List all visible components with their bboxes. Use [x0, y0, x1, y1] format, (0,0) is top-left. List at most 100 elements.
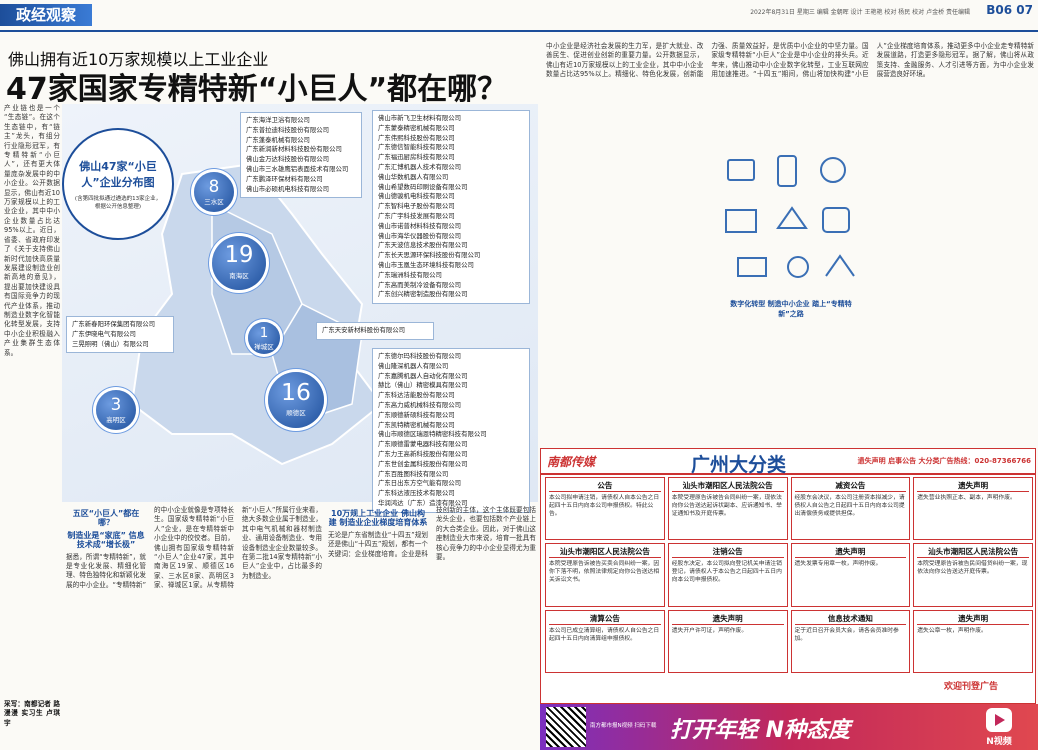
- notice-title: 信息技术通知: [794, 613, 907, 625]
- ad-brand: 南都传媒: [547, 455, 596, 469]
- company-name: 广东广宇科技发展有限公司: [378, 211, 455, 220]
- company-name: 佛山市新飞卫生材料有限公司: [378, 114, 462, 122]
- company-name: 广东德信智能科技有限公司: [378, 143, 455, 152]
- company-name: 佛山市海华仪器股份有限公司: [378, 231, 462, 240]
- notice-title: 遗失声明: [794, 546, 907, 559]
- map-title: 佛山47家“小巨人”企业分布图: [79, 160, 157, 189]
- map-note: (含第四批拟通过遴选的13家企业，根据公开信息整理): [74, 196, 162, 210]
- company-name: 广东德尔玛科技股份有限公司: [378, 352, 462, 360]
- subhead: 制造业是“家底” 信息技术成“增长极”: [67, 530, 145, 550]
- district-badge: 8 三水区: [194, 172, 234, 212]
- company-name: 佛山市顺德区瑞恩特精密科技有限公司: [378, 430, 487, 439]
- district-name: 三水区: [204, 198, 224, 207]
- company-name: 佛山市玉凰生态环境科技有限公司: [378, 260, 474, 269]
- notice: 注销公告 经股东决定，本公司拟向登记机关申请注销登记，请债权人于本公告之日起四十五…: [667, 543, 788, 607]
- qr-code: [546, 707, 586, 747]
- company-name: 广东汇博机器人技术有限公司: [378, 162, 462, 171]
- company-list: 广东德尔玛科技股份有限公司 佛山隆深机器人有限公司 广东嘉腾机器人自动化有限公司 赫比…: [372, 348, 530, 513]
- notice-body: 本公司拟申请注销，请债权人自本公告之日起四十五日内向本公司申报债权。特此公告。: [549, 495, 660, 517]
- company-name: 佛山市诺普材料科技有限公司: [378, 221, 462, 230]
- notice-title: 清算公告: [549, 613, 661, 625]
- company-name: 赫比（佛山）精密模具有限公司: [378, 381, 468, 390]
- district-badge: 19 南海区: [212, 236, 266, 290]
- map-title-badge: 佛山47家“小巨人”企业分布图 (含第四批拟通过遴选的13家企业，根据公开信息整…: [62, 128, 174, 240]
- header: [0, 0, 1038, 32]
- company-name: 广东蒙泰精密机械有限公司: [378, 123, 455, 132]
- notice-body: 遗失开户许可证，声明作废。: [671, 627, 748, 634]
- company-name: 广东新春阳环保集团有限公司: [72, 320, 156, 328]
- district-name: 禅城区: [254, 342, 274, 351]
- notice-title: 遗失声明: [917, 480, 1029, 492]
- subhead: 10万规上工业企业 佛山构建 制造业企业梯度培育体系: [328, 509, 428, 528]
- notice: 清算公告本公司已成立清算组，请债权人自公告之日起四十五日内向清算组申报债权。: [545, 609, 665, 673]
- notice-title: 汕头市潮阳区人民法院公告: [671, 480, 784, 492]
- notice-body: 本公司已成立清算组，请债权人自公告之日起四十五日内向清算组申报债权。: [549, 627, 660, 642]
- company-name: 广东力王高新科技股份有限公司: [378, 449, 468, 458]
- company-name: 广东伟熙科技股份有限公司: [378, 133, 455, 142]
- company-name: 广东科达洁能股份有限公司: [378, 391, 455, 400]
- section-tag: 政经观察: [0, 4, 92, 26]
- ad-header: [541, 449, 1035, 475]
- ad-welcome: 欢迎刊登广告: [943, 682, 998, 692]
- company-list: 广东海洋卫浴有限公司 广东普拉迪科技股份有限公司 广东蓬泰机械有限公司 广东新润新材料…: [240, 112, 362, 199]
- company-name: 佛山隆深机器人有限公司: [378, 361, 449, 370]
- company-name: 广东顺德新硕科技有限公司: [378, 410, 455, 419]
- notice-title: 汕头市潮阳区人民法院公告: [549, 546, 661, 559]
- paragraph: 无论是广东省制造业“十四五”规划还是佛山“十四五”规划，都有一个关键词：企业梯度…: [328, 506, 536, 562]
- app-logo: [986, 708, 1012, 732]
- company-name: 三晃照明（佛山）有限公司: [72, 339, 149, 348]
- company-name: 广东智科电子股份有限公司: [378, 202, 455, 211]
- notice-body: 遗失营业执照正本、副本，声明作废。: [917, 495, 1016, 501]
- company-name: 佛山德骏机电科技有限公司: [378, 192, 455, 201]
- company-name: 佛山希望数码印刷设备有限公司: [378, 182, 468, 191]
- company-name: 广东高而美制冷设备有限公司: [378, 280, 462, 289]
- logo-mark: [995, 714, 1005, 726]
- company-name: 佛山华数机器人有限公司: [378, 172, 449, 181]
- article-mid2: 10万规上工业企业 佛山构建 制造业企业梯度培育体系 无论是广东省制造业“十四五…: [328, 506, 536, 744]
- dateline: 2022年8月31日 星期三 编辑 金朝晖 设计 王艳艳 校对 杨民 校对 卢金…: [750, 9, 970, 16]
- company-list: 广东天安新材料股份有限公司: [316, 322, 434, 340]
- notice-title: 公告: [549, 480, 661, 492]
- district-name: 高明区: [106, 416, 126, 425]
- right-subhead-box: 数字化转型 制造中小企业 踏上“专精特新”之路: [726, 296, 856, 322]
- company-name: 广东日出东方空气能有限公司: [378, 479, 462, 488]
- notice-body: 遗失公章一枚，声明作废。: [917, 627, 987, 634]
- company-name: 广东世创金属科技股份有限公司: [378, 459, 468, 468]
- notice: 遗失声明 遗失发票专用章一枚，声明作废。: [790, 543, 911, 607]
- district-count: 16: [281, 378, 311, 407]
- notice-body: 经股东决定，本公司拟向登记机关申请注销登记，请债权人于本公告之日起四十五日内向本…: [671, 561, 782, 584]
- notice: 遗失声明遗失营业执照正本、副本，声明作废。: [913, 477, 1033, 541]
- notice-body: 经股东会决议，本公司注册资本拟减少，请债权人自公告之日起四十五日内向本公司提出清…: [794, 495, 905, 517]
- subhead: 五区“小巨人”都在哪？: [72, 509, 140, 528]
- notice-body: 本院受理原告诉被告买卖合同纠纷一案，因你下落不明，依照法律规定向你公告送达相关诉…: [549, 561, 660, 584]
- banner: 南方都市报N视频 扫码下载 打开年轻 N种态度 N视频: [540, 704, 1038, 750]
- company-name: 华润鸿达（广东）造漆有限公司: [378, 498, 468, 507]
- notice: 减资公告 经股东会决议，本公司注册资本拟减少，请债权人自公告之日起四十五日内向本公…: [790, 477, 911, 541]
- ad-title: 广州大分类: [691, 454, 787, 476]
- kicker: 佛山拥有近10万家规模以上工业企业: [8, 50, 269, 69]
- company-name: 广东百胜图科技有限公司: [378, 469, 449, 478]
- company-name: 广东创兴精密制造股份有限公司: [378, 290, 468, 299]
- company-name: 广东新润新材料科技股份有限公司: [246, 145, 342, 154]
- company-name: 广东天波信息技术股份有限公司: [378, 241, 468, 250]
- article-mid: 五区“小巨人”都在哪？ 制造业是“家底” 信息技术成“增长极” 据悉，所谓“专精…: [66, 506, 322, 744]
- notice-title: 遗失声明: [917, 613, 1029, 625]
- notice-title: 遗失声明: [671, 613, 784, 625]
- district-badge: 3 高明区: [96, 390, 136, 430]
- app-name: N视频: [986, 737, 1012, 747]
- page-number: B06 07: [986, 3, 1033, 17]
- notice: 汕头市潮阳区人民法院公告本院受理原告诉被告买卖合同纠纷一案，因你下落不明，依照法…: [545, 543, 665, 607]
- district-count: 8: [208, 176, 220, 197]
- notice: 信息技术通知 定于近日召开会员大会，请各会员准时参加。: [790, 609, 911, 673]
- district-badge: 1 禅城区: [248, 322, 280, 354]
- notice-body: 本院受理原告诉被告民间借贷纠纷一案，现依法向你公告送达开庭传票。: [917, 561, 1028, 576]
- district-count: 3: [110, 394, 122, 415]
- company-name: 广东长天思源环保科技股份有限公司: [378, 251, 481, 260]
- notice: 汕头市潮阳区人民法院公告 本院受理原告诉被告合同纠纷一案，现依法向你公告送达起诉状…: [667, 477, 788, 541]
- company-name: 广东瑞洲科技有限公司: [378, 270, 442, 279]
- headline: 47家国家专精特新“小巨人”都在哪？: [6, 72, 508, 107]
- slogan: 打开年轻 N种态度: [670, 718, 851, 743]
- classified-ads: 南都传媒 广州大分类 遗失声明 启事公告 大分类广告热线：020-8736676…: [540, 448, 1036, 704]
- paragraph: 中小企业是经济社会发展的生力军，是扩大就业、改善民生、促进创业创新的重要力量。公…: [546, 42, 1034, 79]
- notice-grid: 公告本公司拟申请注销，请债权人自本公告之日起四十五日内向本公司申报债权。特此公告…: [545, 477, 1033, 673]
